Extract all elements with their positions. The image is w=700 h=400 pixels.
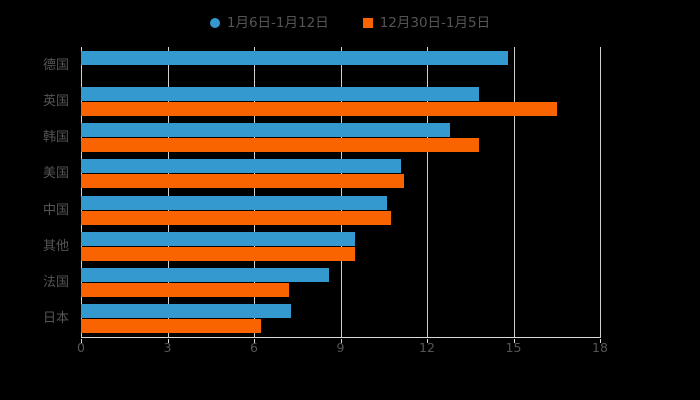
gridline-6 [254,47,255,337]
bar[interactable] [81,231,355,246]
bar-group [81,301,600,337]
bar-group [81,83,600,119]
x-tick-label: 3 [163,340,172,355]
x-axis-ticks: 0 3 6 9 12 15 18 [0,339,700,359]
bar[interactable] [81,246,355,261]
y-axis-label: 中国 [42,202,69,218]
bar[interactable] [81,283,289,298]
plot-area [81,47,601,337]
bar[interactable] [81,50,508,65]
gridline-15 [513,47,515,337]
bar[interactable] [81,174,404,189]
x-tick-label: 6 [250,340,258,355]
x-tick-label: 18 [592,340,608,355]
x-axis-line [81,337,601,338]
bar[interactable] [81,304,292,319]
x-tick-mark [513,339,515,343]
bar[interactable] [81,138,479,153]
chart-legend: 1月6日-1月12日 12月30日-1月5日 [0,10,700,36]
legend-label-series-2: 12月30日-1月5日 [379,15,491,31]
gridline-0 [81,47,82,337]
bar-group [81,120,600,156]
gridline-9 [340,47,342,337]
x-tick-mark [81,339,82,343]
bar-group [81,47,600,83]
y-axis-label: 法国 [42,275,69,291]
x-tick-label: 12 [419,340,435,355]
bar-group [81,228,600,264]
y-axis-label: 德国 [42,57,69,73]
bar[interactable] [81,319,262,334]
legend-label-series-1: 1月6日-1月12日 [226,15,329,31]
legend-item-series-2[interactable]: 12月30日-1月5日 [362,15,491,31]
y-axis-label: 英国 [42,93,69,109]
legend-item-series-1[interactable]: 1月6日-1月12日 [209,15,329,31]
x-tick-label: 15 [505,340,522,355]
x-tick-mark [254,339,255,343]
legend-marker-square-icon [362,18,373,28]
gridline-12 [427,47,428,337]
gridline-18 [600,47,601,337]
legend-marker-circle-icon [209,18,220,28]
bar-group [81,265,600,301]
bar[interactable] [81,101,557,116]
y-axis-label: 美国 [42,166,69,182]
bar[interactable] [81,86,479,101]
y-axis-labels: 德国英国韩国美国中国其他法国日本 [0,47,81,337]
bar[interactable] [81,210,391,225]
gridline-3 [167,47,169,337]
x-tick-label: 9 [336,340,345,355]
x-tick-label: 0 [77,340,85,355]
y-axis-label: 其他 [42,238,69,254]
y-axis-label: 韩国 [42,130,69,146]
x-tick-mark [340,339,342,343]
bar-group [81,192,600,228]
x-tick-mark [167,339,169,343]
bar[interactable] [81,159,402,174]
x-tick-mark [600,339,601,343]
x-tick-mark [427,339,428,343]
bar[interactable] [81,268,329,283]
bar-group [81,156,600,192]
y-axis-label: 日本 [42,311,69,327]
bar[interactable] [81,123,451,138]
bar[interactable] [81,195,387,210]
